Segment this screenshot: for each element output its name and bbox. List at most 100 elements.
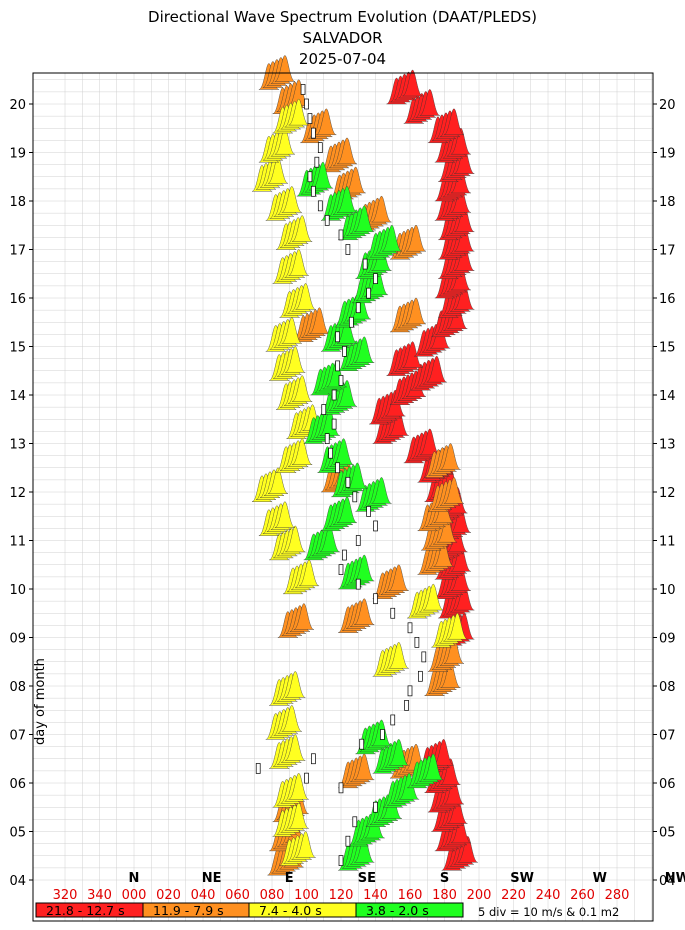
mean-direction-marker (359, 738, 365, 750)
compass-label: S (440, 871, 449, 886)
mean-direction-marker (335, 462, 340, 474)
mean-direction-marker (414, 636, 420, 648)
spectrum-peak (336, 186, 358, 213)
spectrum-peak (405, 297, 427, 325)
y-tick-label-left: 14 (9, 389, 26, 404)
mean-direction-marker (352, 491, 358, 503)
mean-direction-marker (355, 302, 361, 314)
y-tick-label-right: 05 (659, 826, 676, 841)
mean-direction-marker (380, 729, 385, 740)
spectrum-peak (295, 831, 316, 858)
x-tick-label: 060 (225, 888, 250, 903)
y-tick-label-left: 19 (9, 147, 26, 162)
mean-direction-marker (390, 714, 396, 726)
spectrum-peak (285, 346, 306, 373)
mean-direction-marker (317, 142, 323, 153)
y-tick-label-right: 08 (659, 680, 676, 695)
spectrum-peak (426, 355, 447, 383)
y-tick-label-left: 17 (9, 244, 26, 259)
spectrum-peak (292, 215, 313, 242)
y-tick-label-right: 14 (659, 389, 676, 404)
legend-label: 11.9 - 7.9 s (153, 903, 224, 918)
spectrum-peak (450, 127, 471, 155)
mean-direction-marker (362, 258, 368, 270)
mean-direction-marker (304, 772, 309, 784)
spectrum-marks (251, 55, 478, 876)
period-legend: 21.8 - 12.7 s 11.9 - 7.9 s 7.4 - 4.0 s 3.8 … (35, 902, 464, 918)
compass-labels: NW N NE E SE S SW W (129, 871, 685, 886)
y-tick-label-left: 06 (9, 777, 26, 792)
spectrum-peak (354, 205, 375, 232)
mean-direction-marker (373, 801, 378, 813)
spectrum-peak (371, 195, 392, 223)
y-tick-label-left: 08 (9, 680, 26, 695)
mean-direction-marker (338, 782, 344, 794)
spectrum-peak (288, 98, 309, 126)
mean-direction-marker (345, 244, 351, 255)
spectrum-peak (419, 89, 440, 116)
x-tick-label: 160 (398, 888, 423, 903)
mean-direction-marker (349, 316, 354, 328)
compass-label: NE (202, 871, 222, 886)
spectrum-peak (292, 375, 313, 402)
x-tick-label: 220 (501, 888, 526, 903)
mean-direction-marker (373, 273, 378, 284)
spectrum-peak (288, 249, 309, 276)
mean-direction-marker (407, 685, 413, 697)
mean-direction-marker (345, 835, 351, 847)
x-tick-label: 040 (191, 888, 216, 903)
chart-subtitle-location: SALVADOR (302, 29, 383, 47)
x-tick-label: 100 (294, 888, 319, 903)
spectrum-peak (267, 467, 289, 494)
y-tick-label-right: 13 (659, 438, 676, 453)
y-axis-label: day of month (33, 658, 48, 745)
mean-direction-marker (418, 670, 423, 682)
spectrum-peak (423, 583, 444, 611)
mean-direction-markers (255, 84, 427, 866)
mean-direction-marker (373, 593, 378, 605)
mean-direction-marker (331, 418, 337, 430)
mean-direction-marker (342, 346, 347, 357)
y-tick-label-left: 11 (9, 535, 26, 550)
y-tick-label-left: 20 (9, 98, 26, 113)
spectrum-peak (333, 438, 354, 465)
spectrum-peak (443, 477, 465, 504)
y-tick-label-right: 04 (659, 874, 676, 889)
spectrum-peak (354, 554, 375, 582)
mean-direction-marker (366, 506, 371, 517)
y-tick-label-right: 11 (659, 535, 676, 550)
compass-label: W (593, 871, 607, 886)
spectrum-peak (285, 734, 306, 761)
mean-direction-marker (355, 535, 361, 546)
mean-direction-marker (324, 433, 330, 444)
y-tick-label-right: 09 (659, 632, 676, 647)
mean-direction-marker (304, 98, 309, 110)
spectrum-peak (345, 166, 366, 194)
mean-direction-marker (352, 816, 358, 828)
mean-direction-marker (300, 84, 306, 95)
compass-label: SE (358, 871, 376, 886)
spectrum-peak (295, 283, 316, 310)
y-tick-label-right: 20 (659, 98, 676, 113)
legend-swatch (355, 902, 464, 918)
spectrum-peak (423, 753, 444, 781)
legend-label: 21.8 - 12.7 s (46, 903, 125, 918)
mean-direction-marker (321, 404, 327, 415)
mean-direction-marker (338, 855, 344, 866)
x-tick-label: 000 (122, 888, 147, 903)
spectrum-peak (309, 307, 330, 334)
mean-direction-marker (338, 229, 344, 241)
mean-direction-marker (317, 200, 323, 212)
spectrum-peak (405, 224, 427, 252)
spectrum-peak (402, 341, 423, 368)
mean-direction-marker (421, 651, 427, 663)
mean-direction-marker (331, 389, 337, 401)
mean-direction-marker (366, 287, 371, 299)
mean-direction-marker (338, 375, 344, 386)
mean-direction-marker (314, 156, 320, 168)
mean-direction-marker (307, 113, 313, 124)
spectrum-peak (285, 671, 306, 698)
y-tick-label-right: 10 (659, 583, 676, 598)
mean-direction-marker (311, 753, 316, 765)
